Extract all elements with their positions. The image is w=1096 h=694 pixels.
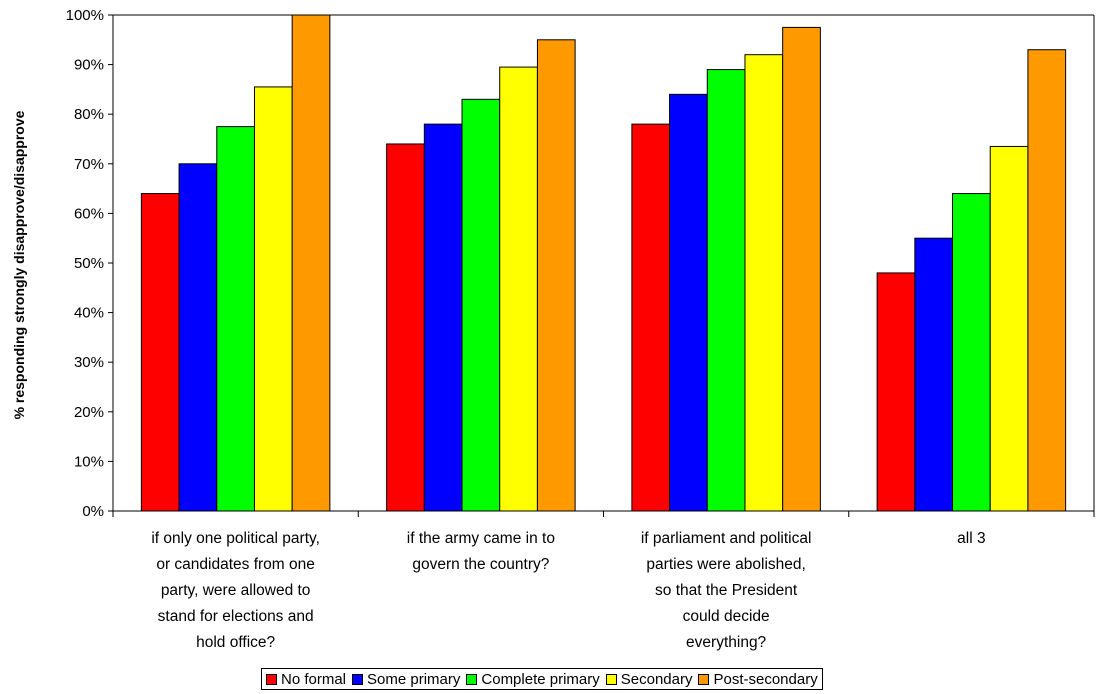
bar-some-primary <box>669 93 708 512</box>
y-axis-label: % responding strongly disapprove/disappr… <box>11 110 27 419</box>
legend-swatch <box>605 673 617 685</box>
x-category-label-line: stand for elections and <box>158 608 314 625</box>
y-axis-title: % responding strongly disapprove/disappr… <box>11 110 27 419</box>
x-category-label-line: party, were allowed to <box>161 582 311 599</box>
y-tick-label: 90% <box>74 57 104 74</box>
legend-label: Complete primary <box>481 670 600 688</box>
legend-item: Secondary <box>605 670 693 688</box>
x-category-label-line: if parliament and political <box>641 530 812 547</box>
y-tick-label: 20% <box>74 404 104 421</box>
y-tick-label: 50% <box>74 255 104 272</box>
bar-no-formal <box>876 272 916 512</box>
bar-complete-primary <box>461 98 501 512</box>
bar-no-formal <box>140 193 180 512</box>
bar-complete-primary <box>706 69 746 512</box>
plot-area: 0% 10% 20% 30% 40% 50% 60% 70% 80% 90% 100% if only… <box>66 7 1095 651</box>
x-category-label: if the army came in to govern the country… <box>407 530 555 573</box>
y-tick-label: 100% <box>66 7 104 24</box>
x-category-label-line: hold office? <box>196 634 275 651</box>
bar-secondary <box>253 86 293 512</box>
x-category-label-line: if only one political party, <box>151 530 320 547</box>
bar-secondary <box>989 145 1029 512</box>
bar-post-secondary <box>782 26 821 512</box>
x-category-label-line: could decide <box>683 608 770 625</box>
x-category-label-line: everything? <box>686 634 767 651</box>
bar-no-formal <box>386 143 425 512</box>
x-category-label-line: so that the President <box>655 582 798 599</box>
bar-some-primary <box>423 123 463 512</box>
legend-item: Post-secondary <box>698 670 818 688</box>
legend: No formal Some primary Complete primary Sec… <box>261 668 823 690</box>
bar-some-primary <box>178 163 218 512</box>
x-category-label: if parliament and political parties were … <box>641 530 812 651</box>
x-category-label-line: or candidates from one <box>156 556 315 573</box>
x-category-label-line: all 3 <box>957 530 985 547</box>
y-tick-label: 70% <box>74 156 104 173</box>
y-tick-label: 10% <box>74 453 104 470</box>
bar-post-secondary <box>291 14 331 512</box>
legend-swatch <box>698 673 710 685</box>
legend-label: Secondary <box>620 670 693 688</box>
bar-complete-primary <box>216 126 255 512</box>
legend-swatch <box>266 673 277 685</box>
x-category-label-line: govern the country? <box>412 556 549 573</box>
legend-item: Some primary <box>352 671 460 688</box>
legend-item: No formal <box>266 671 346 688</box>
y-tick-label: 0% <box>82 503 104 520</box>
bar-post-secondary <box>1027 49 1067 512</box>
bar-post-secondary <box>536 39 576 512</box>
legend-swatch <box>352 673 364 685</box>
legend-label: Post-secondary <box>713 670 818 688</box>
y-tick-label: 40% <box>74 305 104 322</box>
y-tick-label: 60% <box>74 205 104 222</box>
legend-swatch <box>466 673 478 685</box>
x-category-label-line: parties were abolished, <box>646 556 805 573</box>
bar-secondary <box>499 66 538 512</box>
bar-complete-primary <box>952 193 991 512</box>
bar-secondary <box>744 54 784 512</box>
x-category-label: all 3 <box>957 530 985 547</box>
bar-some-primary <box>914 237 954 512</box>
legend-item: Complete primary <box>466 670 600 688</box>
legend-label: No formal <box>281 670 347 688</box>
x-category-label-line: if the army came in to <box>407 530 555 547</box>
y-tick-label: 80% <box>74 106 104 123</box>
x-category-label: if only one political party, or candidate… <box>151 530 320 651</box>
bar-no-formal <box>631 123 671 512</box>
y-tick-label: 30% <box>74 354 104 371</box>
legend-label: Some primary <box>367 670 461 688</box>
